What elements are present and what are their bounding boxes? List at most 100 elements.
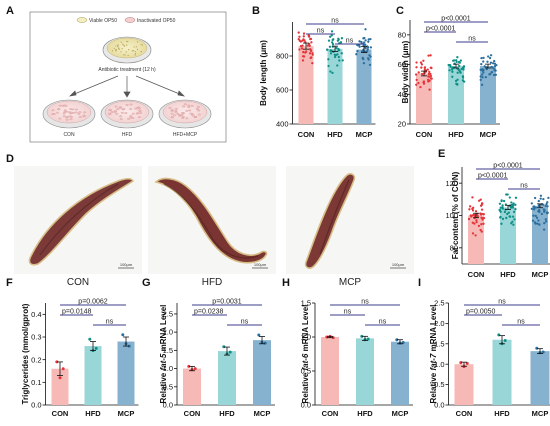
data-point <box>491 62 495 65</box>
data-point <box>415 61 418 64</box>
data-point <box>427 54 430 57</box>
bacteria-dot <box>125 51 127 53</box>
data-point <box>513 218 516 221</box>
data-point <box>331 41 334 44</box>
data-point <box>366 48 369 51</box>
data-point <box>427 80 430 83</box>
data-point <box>310 41 313 44</box>
inactivated-dot <box>129 115 133 117</box>
data-point <box>326 48 329 51</box>
data-point <box>537 219 540 222</box>
bar-hfd <box>84 346 102 405</box>
data-point <box>339 41 343 44</box>
inactivated-dot <box>78 116 82 118</box>
data-point <box>369 46 373 49</box>
inactivated-dot <box>67 111 71 114</box>
data-point <box>415 66 418 69</box>
data-point <box>473 213 477 217</box>
inactivated-dot <box>51 109 55 112</box>
data-point <box>489 61 493 64</box>
data-point <box>501 217 505 221</box>
data-point <box>486 60 489 63</box>
data-point <box>426 68 429 71</box>
data-point <box>511 206 515 209</box>
data-point <box>512 210 516 214</box>
data-point <box>362 41 366 44</box>
data-point <box>456 78 459 81</box>
data-point <box>369 55 372 58</box>
legend-viable-label: Viable OP50 <box>89 18 117 24</box>
data-point <box>546 205 549 208</box>
data-point <box>474 210 478 213</box>
panel-label-c: C <box>396 5 404 17</box>
bacteria-dot <box>111 50 114 52</box>
bar-hfd <box>327 48 343 124</box>
inactivated-dot <box>174 110 178 112</box>
data-point <box>422 59 425 62</box>
inactivated-dot <box>58 104 62 107</box>
bacteria-dot <box>140 51 142 53</box>
category-label: CON <box>468 270 485 279</box>
category-label: HFD <box>357 409 373 418</box>
replicate-point <box>55 360 59 364</box>
data-point <box>488 73 491 76</box>
inactivated-dot <box>137 109 142 112</box>
inactivated-dot <box>178 115 182 117</box>
replicate-point <box>401 340 405 344</box>
bacteria-dot <box>115 49 117 51</box>
inactivated-dot <box>196 106 200 108</box>
significance-label: p=0.0062 <box>78 298 107 305</box>
replicate-point <box>366 337 370 341</box>
data-point <box>328 45 332 48</box>
data-point <box>474 234 477 237</box>
data-point <box>337 55 340 59</box>
inactivated-dot <box>190 105 194 107</box>
category-label: CON <box>322 409 339 418</box>
category-label: CON <box>416 130 433 139</box>
data-point <box>302 38 305 41</box>
y-tick-label: 0.5 <box>163 382 173 391</box>
y-tick-label: 0.0 <box>163 401 173 410</box>
data-point <box>510 222 513 225</box>
inactivated-dot <box>193 116 197 118</box>
y-tick-label: 1.5 <box>163 346 173 355</box>
inactivated-dot <box>65 118 69 121</box>
y-tick-label: 40 <box>398 90 406 99</box>
data-point <box>500 199 503 202</box>
data-point <box>305 50 308 53</box>
data-point <box>367 40 370 43</box>
inactivated-dot <box>174 107 178 110</box>
data-point <box>422 81 425 84</box>
data-point <box>543 222 546 225</box>
inactivated-dot <box>189 112 193 115</box>
bacteria-dot <box>123 44 125 46</box>
data-point <box>492 73 496 77</box>
inactivated-dot <box>125 104 129 106</box>
data-point <box>539 197 542 200</box>
data-point <box>337 38 340 41</box>
data-point <box>479 68 482 71</box>
inactivated-dot <box>114 105 118 108</box>
data-point <box>544 220 548 223</box>
treatment-label: Antibiotic treatment (12 h) <box>98 67 156 73</box>
bacteria-dot <box>134 54 136 56</box>
data-point <box>302 32 306 35</box>
significance-label: ns <box>517 318 525 325</box>
data-point <box>505 193 508 196</box>
data-point <box>499 215 502 219</box>
dish-label-con: CON <box>63 132 75 138</box>
inactivated-dot <box>129 108 133 110</box>
bacteria-dot <box>122 43 124 45</box>
data-point <box>329 70 332 73</box>
bar-mcp <box>253 340 271 405</box>
data-point <box>330 30 334 33</box>
inactivated-dot <box>127 117 131 120</box>
data-point <box>306 44 309 47</box>
bacteria-dot <box>117 44 120 46</box>
data-point <box>355 53 358 56</box>
inactivated-dot <box>187 106 191 108</box>
data-point <box>480 83 484 86</box>
y-tick-label: 400 <box>276 120 289 129</box>
micrograph-label-con: CON <box>67 277 89 288</box>
data-point <box>484 75 488 79</box>
